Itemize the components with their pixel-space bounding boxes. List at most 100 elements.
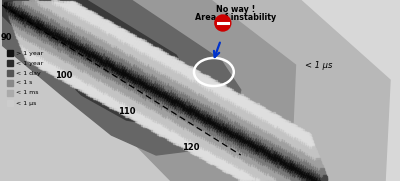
Bar — [248, 120, 251, 123]
Bar — [270, 128, 273, 132]
Bar — [273, 168, 276, 172]
Bar — [188, 118, 192, 121]
Bar — [100, 81, 103, 84]
Bar — [44, 61, 48, 64]
Bar — [268, 140, 272, 143]
Bar — [295, 173, 298, 176]
Bar — [151, 47, 154, 50]
Bar — [258, 119, 262, 122]
Bar — [106, 53, 109, 56]
Bar — [173, 132, 176, 135]
Bar — [233, 135, 236, 138]
Bar — [160, 72, 163, 76]
Bar — [50, 28, 54, 31]
Bar — [233, 146, 236, 150]
Bar — [165, 59, 169, 62]
Bar — [183, 72, 186, 75]
Bar — [253, 167, 257, 170]
Bar — [49, 68, 52, 71]
Bar — [153, 117, 157, 121]
Bar — [76, 36, 79, 39]
Bar — [35, 13, 38, 16]
Bar — [256, 132, 259, 135]
Bar — [239, 126, 242, 129]
Bar — [246, 167, 249, 171]
Bar — [190, 89, 193, 92]
Bar — [234, 157, 237, 160]
Bar — [211, 83, 214, 87]
Bar — [247, 130, 250, 133]
Bar — [177, 73, 180, 76]
Bar — [189, 128, 192, 131]
Bar — [210, 128, 213, 131]
Bar — [99, 55, 102, 58]
Bar — [265, 127, 268, 131]
Bar — [44, 8, 48, 11]
Bar — [129, 76, 132, 79]
Bar — [249, 143, 252, 146]
Bar — [178, 124, 182, 128]
Bar — [180, 117, 184, 120]
Bar — [243, 111, 246, 115]
Bar — [125, 60, 128, 64]
Bar — [108, 70, 111, 73]
Bar — [284, 178, 288, 181]
Bar — [48, 39, 52, 43]
Bar — [45, 18, 48, 21]
Bar — [186, 132, 190, 136]
Bar — [237, 166, 241, 170]
Bar — [88, 38, 91, 42]
Bar — [305, 173, 308, 177]
Bar — [270, 131, 273, 134]
Bar — [165, 127, 168, 130]
Bar — [74, 7, 77, 11]
Bar — [168, 59, 172, 62]
Polygon shape — [2, 0, 241, 155]
Bar — [65, 45, 68, 49]
Bar — [193, 89, 196, 92]
Bar — [151, 76, 155, 79]
Bar — [152, 63, 156, 66]
Bar — [244, 136, 248, 139]
Bar — [209, 106, 212, 110]
Bar — [248, 117, 251, 120]
Bar — [314, 169, 318, 172]
Bar — [28, 31, 31, 34]
Bar — [42, 10, 45, 13]
Bar — [209, 138, 212, 141]
Bar — [114, 34, 118, 37]
Bar — [115, 32, 119, 35]
Bar — [142, 117, 145, 120]
Bar — [152, 74, 156, 77]
Bar — [82, 33, 86, 36]
Bar — [224, 148, 228, 152]
Bar — [43, 25, 46, 29]
Bar — [138, 102, 141, 106]
Bar — [124, 72, 128, 75]
Bar — [76, 81, 79, 84]
Bar — [37, 34, 40, 38]
Bar — [301, 142, 304, 146]
Bar — [91, 75, 94, 79]
Bar — [122, 96, 125, 100]
Bar — [72, 6, 75, 10]
Bar — [210, 154, 214, 157]
Bar — [273, 141, 277, 144]
Bar — [313, 150, 316, 153]
Bar — [304, 172, 308, 175]
Bar — [166, 111, 170, 114]
Bar — [146, 79, 150, 82]
Bar — [79, 57, 83, 61]
Bar — [212, 125, 215, 128]
Bar — [144, 66, 148, 70]
Bar — [196, 134, 200, 138]
Bar — [62, 43, 66, 46]
Bar — [154, 127, 157, 131]
Bar — [154, 74, 157, 77]
Bar — [152, 81, 155, 85]
Bar — [148, 96, 152, 99]
Bar — [43, 58, 47, 62]
Bar — [239, 119, 243, 122]
Bar — [218, 149, 221, 152]
Bar — [171, 89, 174, 92]
